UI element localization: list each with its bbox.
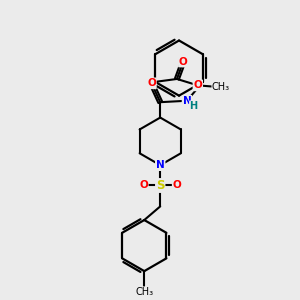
Text: CH₃: CH₃ <box>135 287 153 297</box>
Text: H: H <box>190 101 198 111</box>
Text: O: O <box>179 57 188 67</box>
Text: O: O <box>147 78 156 88</box>
Text: CH₃: CH₃ <box>212 82 230 92</box>
Text: S: S <box>156 179 164 192</box>
Text: N: N <box>183 96 191 106</box>
Text: O: O <box>173 181 182 190</box>
Text: O: O <box>139 181 148 190</box>
Text: O: O <box>194 80 202 90</box>
Text: N: N <box>156 160 165 170</box>
